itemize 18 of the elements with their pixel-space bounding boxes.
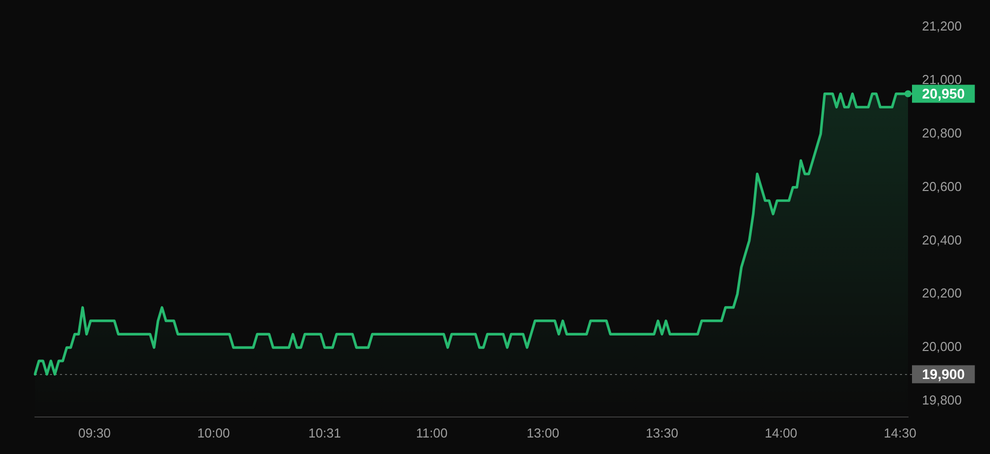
y-tick-label: 20,200: [922, 286, 962, 301]
x-tick-label: 10:00: [197, 425, 230, 440]
y-tick-label: 20,000: [922, 339, 962, 354]
y-tick-label: 20,400: [922, 232, 962, 248]
x-tick-label: 09:30: [78, 425, 111, 440]
x-tick-label: 13:30: [646, 425, 678, 440]
y-tick-label: 21,000: [922, 72, 962, 88]
x-tick-label: 14:30: [884, 425, 916, 440]
y-tick-label: 19,800: [922, 392, 962, 408]
data-label: 20,950: [922, 86, 966, 102]
x-tick-label: 14:00: [764, 425, 798, 440]
y-tick-label: 20,800: [922, 125, 962, 140]
y-tick-label: 21,200: [922, 18, 962, 34]
x-tick-label: 11:00: [416, 425, 448, 440]
ref-line-label: 19,900: [922, 366, 966, 382]
x-tick-label: 13:00: [526, 425, 560, 440]
y-tick-label: 20,600: [922, 178, 962, 194]
x-tick-label: 10:31: [308, 425, 341, 440]
